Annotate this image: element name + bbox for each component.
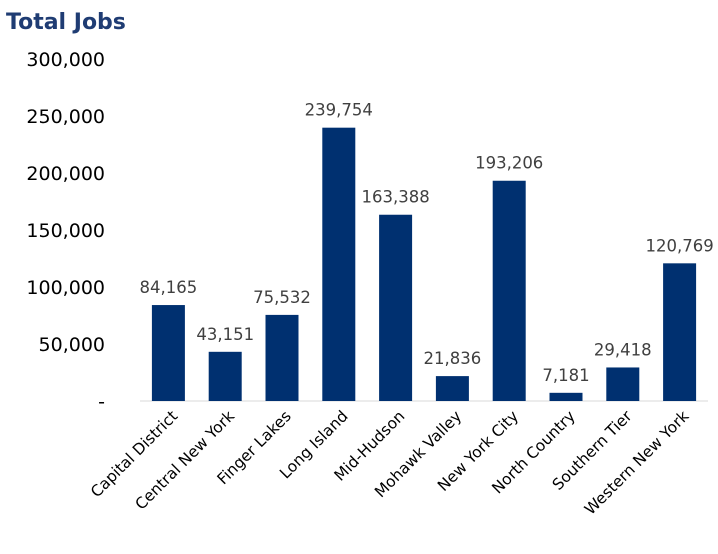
y-tick-label: 150,000 [26,220,105,242]
data-label: 21,836 [424,349,482,368]
bar [322,127,356,401]
x-tick-label: Western New York [581,407,692,518]
bars [151,127,697,401]
data-label: 29,418 [594,340,652,359]
data-label: 239,754 [305,101,373,120]
y-tick-label: 50,000 [39,334,105,356]
bar [663,263,697,401]
y-tick-label: 300,000 [26,49,105,71]
data-label: 43,151 [196,325,254,344]
bar [492,180,526,401]
data-label: 163,388 [361,188,429,207]
data-labels: 84,165 43,151 75,532 239,754 163,388 21,836 19… [140,101,714,385]
y-tick-label: - [98,391,105,413]
bar [435,376,469,401]
y-axis-ticks: 300,000 250,000 200,000 150,000 100,000 50,00… [26,49,105,413]
chart-title: Total Jobs [6,10,126,35]
bar [606,367,640,401]
data-label: 75,532 [253,288,311,307]
data-label: 7,181 [542,366,589,385]
data-label: 120,769 [645,236,713,255]
y-tick-label: 100,000 [26,277,105,299]
y-tick-label: 200,000 [26,163,105,185]
bar [208,351,242,401]
data-label: 193,206 [475,154,543,173]
bar [151,305,185,401]
x-tick-label: Central New York [132,407,238,513]
bar [265,314,299,401]
bar [549,392,583,401]
y-tick-label: 250,000 [26,106,105,128]
bar [379,214,413,401]
data-label: 84,165 [140,278,198,297]
